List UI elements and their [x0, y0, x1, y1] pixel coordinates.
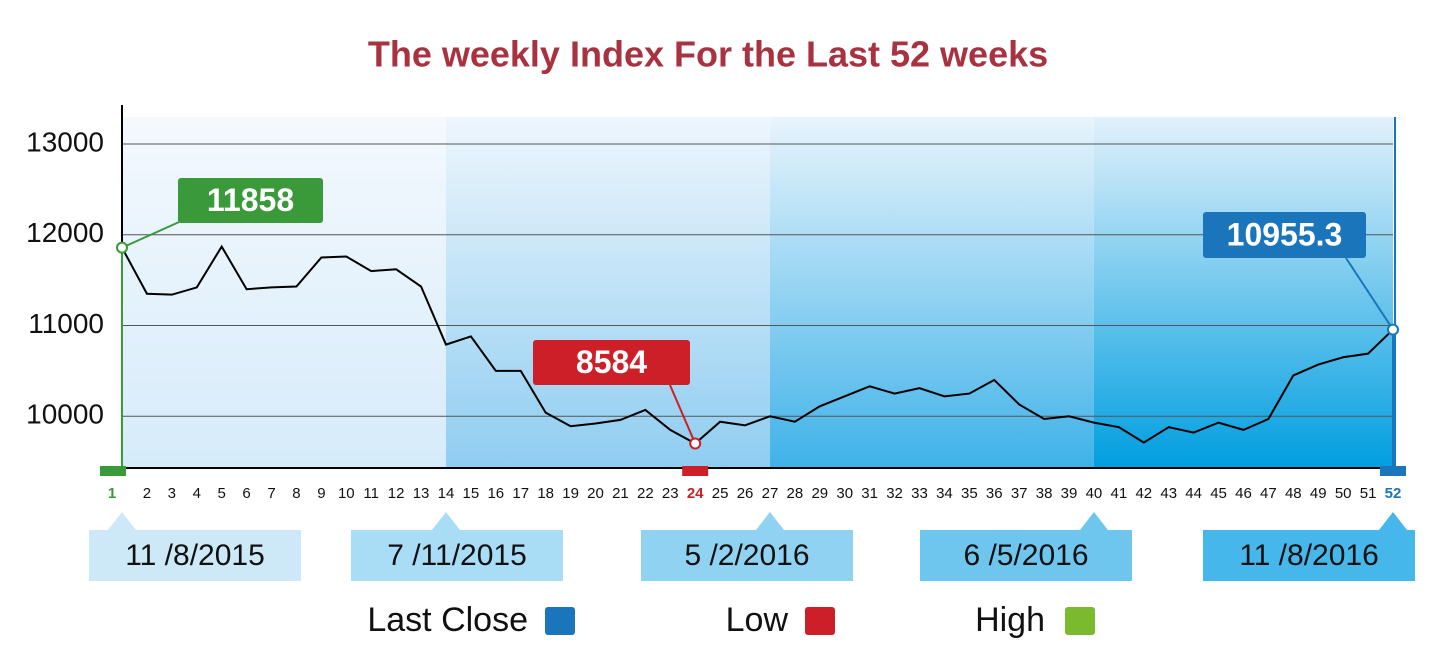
- x-tick-label: 17: [512, 485, 529, 502]
- x-tick-label: 35: [961, 485, 978, 502]
- week-marker: [682, 466, 709, 476]
- date-box: [641, 530, 853, 581]
- x-tick-label: 29: [811, 485, 828, 502]
- x-tick-label: 5: [218, 485, 226, 502]
- x-tick-label: 36: [986, 485, 1003, 502]
- x-tick-label: 22: [637, 485, 654, 502]
- date-box: [1203, 530, 1415, 581]
- annotation-point: [116, 241, 128, 254]
- legend-swatch: [545, 607, 575, 635]
- annotation-box: [1203, 212, 1366, 258]
- date-label: 7 /11/2015: [387, 539, 527, 572]
- date-label: 11 /8/2015: [125, 539, 265, 572]
- annotation-pointer: [1345, 257, 1394, 331]
- date-label: 5 /2/2016: [684, 539, 809, 572]
- legend-swatch: [805, 607, 835, 635]
- week-marker: [100, 466, 126, 476]
- x-tick-label: 18: [537, 485, 554, 502]
- background-band: [769, 117, 1094, 468]
- x-tick-label: 2: [143, 485, 151, 502]
- x-tick-label: 7: [267, 485, 275, 502]
- annotation-point: [1387, 323, 1399, 336]
- x-tick-label: 3: [168, 485, 176, 502]
- annotation-box: [178, 178, 323, 223]
- date-label: 6 /5/2016: [963, 539, 1088, 572]
- x-tick-label: 47: [1260, 485, 1277, 502]
- date-box: [920, 530, 1132, 581]
- x-tick-label: 46: [1235, 485, 1252, 502]
- chart-title: The weekly Index For the Last 52 weeks: [368, 34, 1048, 75]
- annotation-pointer: [669, 384, 697, 444]
- background-band: [445, 117, 770, 468]
- x-tick-label: 9: [317, 485, 325, 502]
- x-tick-label: 42: [1135, 485, 1152, 502]
- x-tick-label: 45: [1210, 485, 1227, 502]
- x-tick-label: 44: [1185, 485, 1202, 502]
- x-tick-label: 19: [562, 485, 579, 502]
- line: [121, 244, 1394, 445]
- date-pointer: [1379, 512, 1407, 530]
- x-tick-label: 20: [587, 485, 604, 502]
- x-tick-label: 48: [1285, 485, 1302, 502]
- annotation-label: 11858: [207, 182, 294, 218]
- date-box: [89, 530, 301, 581]
- y-tick-label: 11000: [28, 308, 104, 339]
- x-tick-label: 1: [108, 485, 116, 502]
- date-box: [351, 530, 563, 581]
- x-tick-label: 27: [762, 485, 779, 502]
- annotation-pointer: [121, 217, 189, 249]
- x-tick-label: 16: [487, 485, 504, 502]
- x-tick-label: 43: [1160, 485, 1177, 502]
- annotation-label: 10955.3: [1227, 216, 1343, 252]
- x-tick-label: 28: [787, 485, 804, 502]
- x-tick-label: 15: [463, 485, 480, 502]
- x-tick-label: 51: [1360, 485, 1377, 502]
- date-label: 11 /8/2016: [1239, 539, 1379, 572]
- x-tick-label: 8: [292, 485, 300, 502]
- y-tick-label: 12000: [26, 217, 104, 248]
- x-tick-label: 14: [438, 485, 455, 502]
- annotation-box: [533, 340, 690, 385]
- legend-label: Low: [726, 601, 789, 639]
- x-tick-label: 39: [1061, 485, 1078, 502]
- x-tick-label: 4: [193, 485, 201, 502]
- y-tick-label: 13000: [26, 126, 104, 157]
- y-tick-label: 10000: [26, 399, 104, 430]
- date-pointer: [755, 512, 784, 530]
- x-tick-label: 23: [662, 485, 679, 502]
- background-band: [1093, 117, 1393, 468]
- date-pointer: [431, 512, 460, 530]
- week-marker: [1380, 466, 1406, 476]
- x-tick-label: 32: [886, 485, 903, 502]
- date-pointer: [1079, 512, 1108, 530]
- annotation-label: 8584: [576, 344, 647, 380]
- legend-label: High: [975, 601, 1045, 639]
- x-tick-label: 37: [1011, 485, 1028, 502]
- x-tick-label: 34: [936, 485, 953, 502]
- x-tick-label: 41: [1111, 485, 1128, 502]
- date-pointer: [108, 512, 136, 530]
- legend-label: Last Close: [367, 601, 528, 639]
- x-tick-label: 6: [242, 485, 250, 502]
- x-tick-label: 38: [1036, 485, 1053, 502]
- annotation-point: [689, 437, 702, 450]
- x-tick-label: 21: [612, 485, 629, 502]
- x-tick-label: 31: [861, 485, 878, 502]
- legend-swatch: [1065, 607, 1095, 635]
- x-tick-label: 24: [687, 485, 704, 502]
- x-tick-label: 10: [338, 485, 355, 502]
- x-tick-label: 30: [836, 485, 853, 502]
- x-tick-label: 40: [1086, 485, 1103, 502]
- background-band: [122, 117, 446, 468]
- x-tick-label: 26: [737, 485, 754, 502]
- x-tick-label: 11: [363, 485, 379, 502]
- x-tick-label: 13: [413, 485, 430, 502]
- x-tick-label: 25: [712, 485, 729, 502]
- x-tick-label: 49: [1310, 485, 1327, 502]
- x-tick-label: 52: [1385, 485, 1402, 502]
- x-tick-label: 50: [1335, 485, 1352, 502]
- x-tick-label: 12: [388, 485, 405, 502]
- x-tick-label: 33: [911, 485, 928, 502]
